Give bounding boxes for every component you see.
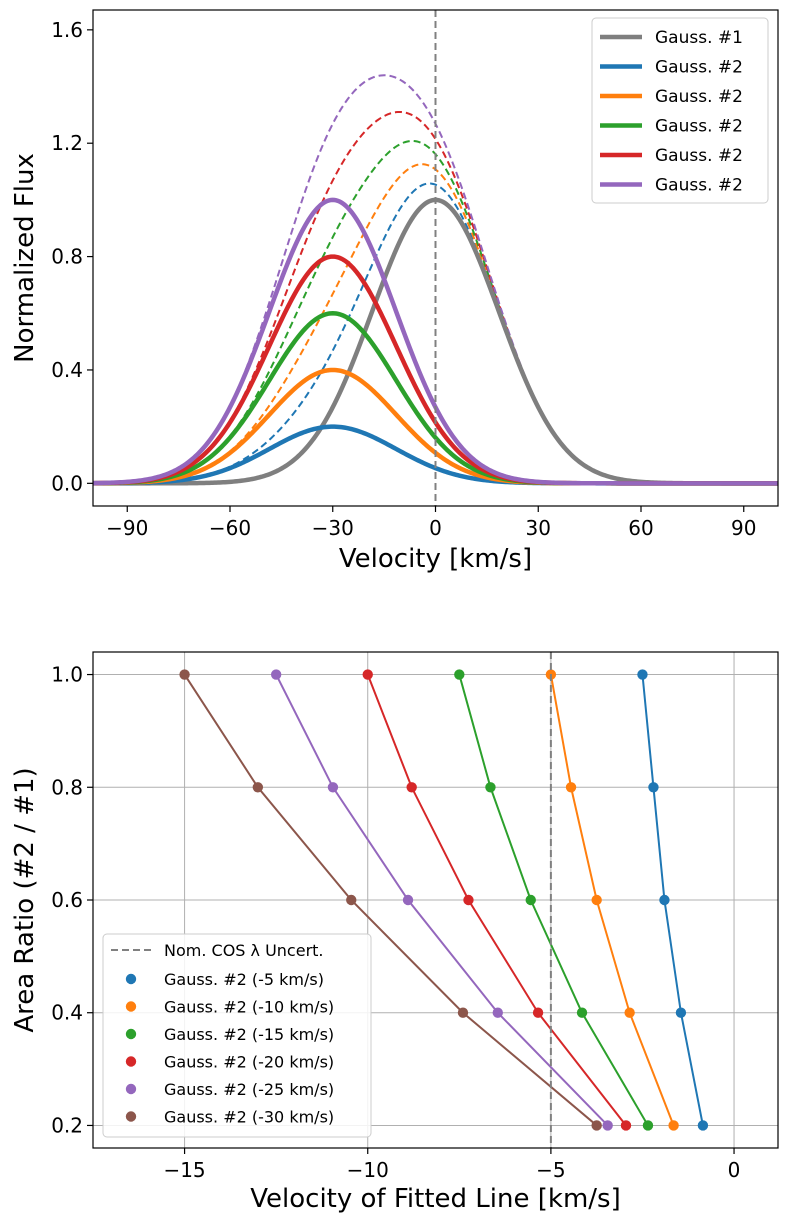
top-chart: −90 −60 −30 0 30 60 90 0.0 0.4 0.8 1.2 1.6 Velocity … xyxy=(10,9,779,574)
bottom-legend-label: Nom. COS λ Uncert. xyxy=(164,941,324,960)
series-point-6 xyxy=(346,894,357,906)
bottom-xtick-label: 0 xyxy=(728,1158,741,1182)
top-xtick-label: 60 xyxy=(628,516,653,540)
series-point-1 xyxy=(675,1007,687,1018)
top-legend-label: Gauss. #2 xyxy=(655,176,743,196)
bottom-legend-label: Gauss. #2 (-10 km/s) xyxy=(164,998,334,1017)
top-legend-label: Gauss. #2 xyxy=(655,87,743,107)
top-plot-area xyxy=(93,10,778,506)
bottom-legend-label: Gauss. #2 (-25 km/s) xyxy=(164,1080,334,1099)
bottom-ytick-label: 1.0 xyxy=(51,663,83,687)
bottom-legend-marker xyxy=(125,1111,137,1122)
top-xtick-label: 90 xyxy=(731,516,756,540)
bottom-xtick-label: −15 xyxy=(163,1158,205,1182)
series-point-3 xyxy=(576,1007,588,1018)
top-ytick-label: 1.2 xyxy=(51,131,83,155)
series-point-6 xyxy=(252,782,264,793)
top-ylabel: Normalized Flux xyxy=(10,153,40,363)
series-point-5 xyxy=(602,1120,613,1131)
bottom-legend: Nom. COS λ Uncert. Gauss. #2 (-5 km/s) Gau… xyxy=(102,933,372,1138)
bottom-legend-label: Gauss. #2 (-15 km/s) xyxy=(164,1025,334,1044)
top-legend: Gauss. #1 Gauss. #2 Gauss. #2 Gauss. #2 Gaus… xyxy=(591,17,769,204)
series-point-3 xyxy=(485,782,496,793)
top-ytick-label: 0.8 xyxy=(51,245,83,269)
series-point-2 xyxy=(591,894,602,906)
bottom-ytick-label: 0.4 xyxy=(51,1001,83,1025)
top-ytick-label: 1.6 xyxy=(51,18,83,42)
series-point-2 xyxy=(624,1007,635,1018)
series-point-4 xyxy=(532,1007,544,1018)
top-xlabel: Velocity [km/s] xyxy=(339,544,532,574)
bottom-legend-label: Gauss. #2 (-5 km/s) xyxy=(164,970,324,989)
series-point-3 xyxy=(454,669,465,680)
series-point-2 xyxy=(668,1120,679,1131)
top-legend-label: Gauss. #1 xyxy=(655,28,743,48)
series-point-5 xyxy=(402,894,414,906)
bottom-legend-marker xyxy=(125,973,137,985)
series-point-6 xyxy=(457,1007,469,1018)
top-xtick-label: −60 xyxy=(209,516,251,540)
bottom-legend-marker xyxy=(125,1056,137,1067)
bottom-legend-marker xyxy=(125,1083,137,1095)
top-ytick-label: 0.0 xyxy=(51,471,83,495)
top-xtick-label: 0 xyxy=(429,516,442,540)
bottom-chart: −15 −10 −5 0 0.2 0.4 0.6 0.8 1.0 Velocity of Fitt… xyxy=(10,651,779,1214)
series-point-4 xyxy=(406,782,417,793)
series-point-4 xyxy=(620,1120,632,1131)
bottom-ytick-label: 0.8 xyxy=(51,775,83,799)
bottom-ytick-label: 0.6 xyxy=(51,888,83,912)
series-point-4 xyxy=(463,894,474,906)
bottom-legend-label: Gauss. #2 (-20 km/s) xyxy=(164,1053,334,1072)
series-point-5 xyxy=(270,669,282,680)
series-point-4 xyxy=(362,669,373,680)
top-legend-label: Gauss. #2 xyxy=(655,146,743,166)
top-xtick-label: −90 xyxy=(106,516,148,540)
top-legend-label: Gauss. #2 xyxy=(655,58,743,78)
top-ytick-label: 0.4 xyxy=(51,358,83,382)
series-point-2 xyxy=(565,782,577,793)
series-point-1 xyxy=(697,1120,709,1131)
series-point-1 xyxy=(637,669,648,680)
bottom-legend-box xyxy=(102,933,372,1138)
series-point-1 xyxy=(659,894,670,906)
top-xtick-label: 30 xyxy=(526,516,551,540)
bottom-legend-marker xyxy=(125,1001,137,1012)
series-point-6 xyxy=(179,669,190,680)
bottom-xtick-label: −10 xyxy=(347,1158,389,1182)
series-point-5 xyxy=(492,1007,503,1018)
top-xtick-label: −30 xyxy=(312,516,354,540)
series-point-3 xyxy=(525,894,536,906)
bottom-ytick-label: 0.2 xyxy=(51,1113,83,1137)
series-point-1 xyxy=(648,782,659,793)
bottom-legend-label: Gauss. #2 (-30 km/s) xyxy=(164,1108,334,1127)
bottom-ylabel: Area Ratio (#2 / #1) xyxy=(10,767,40,1032)
series-point-3 xyxy=(642,1120,654,1131)
series-point-5 xyxy=(327,782,339,793)
series-point-6 xyxy=(591,1120,602,1131)
bottom-xlabel: Velocity of Fitted Line [km/s] xyxy=(250,1184,620,1214)
bottom-legend-marker xyxy=(125,1028,137,1040)
top-legend-label: Gauss. #2 xyxy=(655,117,743,137)
bottom-xtick-label: −5 xyxy=(536,1158,565,1182)
